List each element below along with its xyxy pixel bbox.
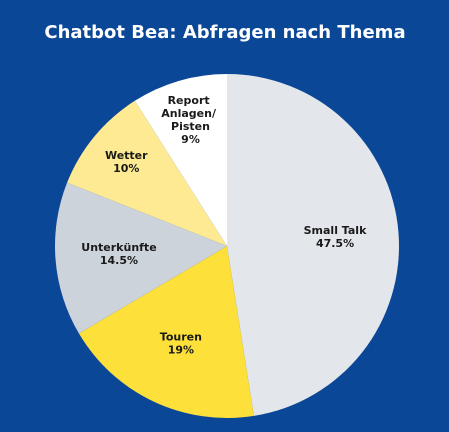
- slice-value-label: 9%: [181, 133, 200, 146]
- pie-slice: [55, 182, 228, 334]
- slice-value-label: 47.5%: [316, 237, 354, 250]
- pie-slice: [67, 100, 227, 246]
- slice-label: Touren: [160, 331, 202, 344]
- slice-value-label: 10%: [113, 162, 139, 175]
- pie-slice: [78, 246, 254, 418]
- slice-label: Small Talk: [304, 224, 367, 237]
- pie-slice: [134, 74, 227, 246]
- slice-label: Report Anlagen/ Pisten: [161, 94, 220, 133]
- slice-value-label: 19%: [168, 344, 194, 357]
- slice-value-label: 14.5%: [100, 254, 138, 267]
- slice-label: Unterkünfte: [81, 241, 156, 254]
- slice-label: Wetter: [105, 149, 148, 162]
- chart-title: Chatbot Bea: Abfragen nach Thema: [44, 22, 405, 43]
- pie-slice: [227, 74, 399, 416]
